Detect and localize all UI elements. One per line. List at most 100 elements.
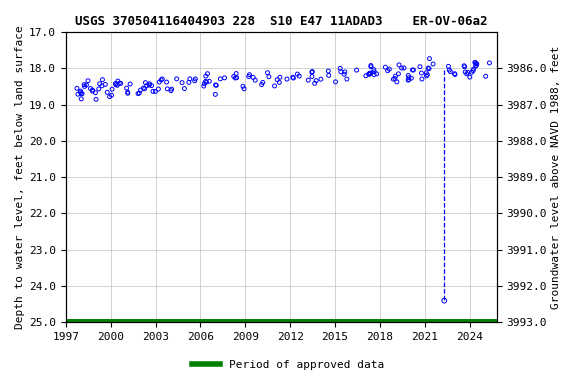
- Point: [204, 78, 214, 84]
- Point: [450, 71, 459, 77]
- Point: [391, 76, 400, 82]
- Point: [191, 76, 200, 82]
- Point: [308, 68, 317, 74]
- Point: [216, 76, 225, 82]
- Point: [450, 71, 460, 78]
- Point: [113, 82, 122, 88]
- Point: [308, 73, 317, 79]
- Point: [185, 76, 195, 82]
- Point: [295, 73, 304, 79]
- Point: [408, 67, 417, 73]
- Point: [211, 82, 220, 88]
- Point: [162, 86, 172, 92]
- Point: [381, 64, 390, 70]
- Point: [126, 81, 135, 87]
- Point: [352, 67, 361, 73]
- Point: [157, 77, 166, 83]
- Point: [240, 86, 249, 92]
- Point: [404, 74, 414, 81]
- Point: [481, 73, 490, 79]
- Legend: Period of approved data: Period of approved data: [188, 356, 388, 375]
- Point: [244, 73, 253, 79]
- Point: [422, 73, 431, 79]
- Point: [264, 74, 274, 80]
- Point: [177, 79, 187, 86]
- Point: [199, 83, 209, 89]
- Point: [212, 82, 221, 88]
- Point: [113, 78, 123, 84]
- Point: [84, 78, 93, 84]
- Point: [111, 81, 120, 88]
- Point: [340, 69, 350, 75]
- Point: [364, 71, 373, 77]
- Point: [470, 59, 479, 65]
- Point: [166, 88, 176, 94]
- Point: [202, 79, 211, 85]
- Point: [211, 91, 220, 98]
- Point: [77, 91, 86, 97]
- Point: [263, 70, 272, 76]
- Point: [391, 73, 400, 79]
- Point: [76, 89, 85, 96]
- Point: [77, 96, 86, 102]
- Point: [149, 88, 158, 94]
- Point: [425, 66, 434, 72]
- Point: [425, 56, 434, 62]
- Point: [409, 67, 418, 73]
- Point: [229, 73, 238, 79]
- Point: [88, 87, 97, 93]
- Point: [439, 298, 449, 304]
- Point: [151, 88, 160, 94]
- Point: [73, 91, 82, 97]
- Point: [141, 79, 150, 86]
- Point: [154, 86, 163, 92]
- Point: [365, 71, 374, 77]
- Point: [162, 79, 171, 85]
- Point: [471, 60, 480, 66]
- Point: [145, 82, 154, 88]
- Point: [446, 69, 455, 75]
- Point: [342, 76, 351, 82]
- Point: [383, 68, 392, 74]
- Point: [136, 87, 145, 93]
- Point: [336, 69, 346, 75]
- Point: [336, 65, 345, 71]
- Point: [190, 78, 199, 84]
- Point: [310, 80, 319, 86]
- Point: [257, 81, 266, 88]
- Point: [180, 86, 189, 92]
- Point: [366, 70, 375, 76]
- Point: [111, 80, 120, 86]
- Point: [95, 81, 104, 87]
- Point: [423, 72, 432, 78]
- Point: [340, 71, 349, 77]
- Point: [385, 66, 394, 72]
- Point: [331, 79, 340, 85]
- Point: [417, 70, 426, 76]
- Point: [86, 86, 95, 92]
- Point: [97, 83, 107, 89]
- Point: [145, 81, 154, 87]
- Point: [392, 79, 401, 85]
- Point: [304, 77, 313, 83]
- Point: [98, 76, 107, 83]
- Point: [404, 76, 414, 83]
- Point: [467, 69, 476, 75]
- Point: [460, 63, 469, 69]
- Point: [397, 65, 406, 71]
- Point: [275, 74, 285, 80]
- Point: [142, 83, 151, 89]
- Point: [270, 83, 279, 89]
- Point: [105, 94, 114, 100]
- Point: [461, 69, 470, 75]
- Point: [272, 77, 282, 83]
- Point: [463, 69, 472, 75]
- Point: [115, 80, 124, 86]
- Point: [370, 69, 379, 75]
- Point: [275, 79, 284, 86]
- Point: [123, 90, 132, 96]
- Point: [80, 83, 89, 89]
- Point: [92, 96, 101, 103]
- Point: [369, 66, 378, 73]
- Point: [418, 76, 427, 82]
